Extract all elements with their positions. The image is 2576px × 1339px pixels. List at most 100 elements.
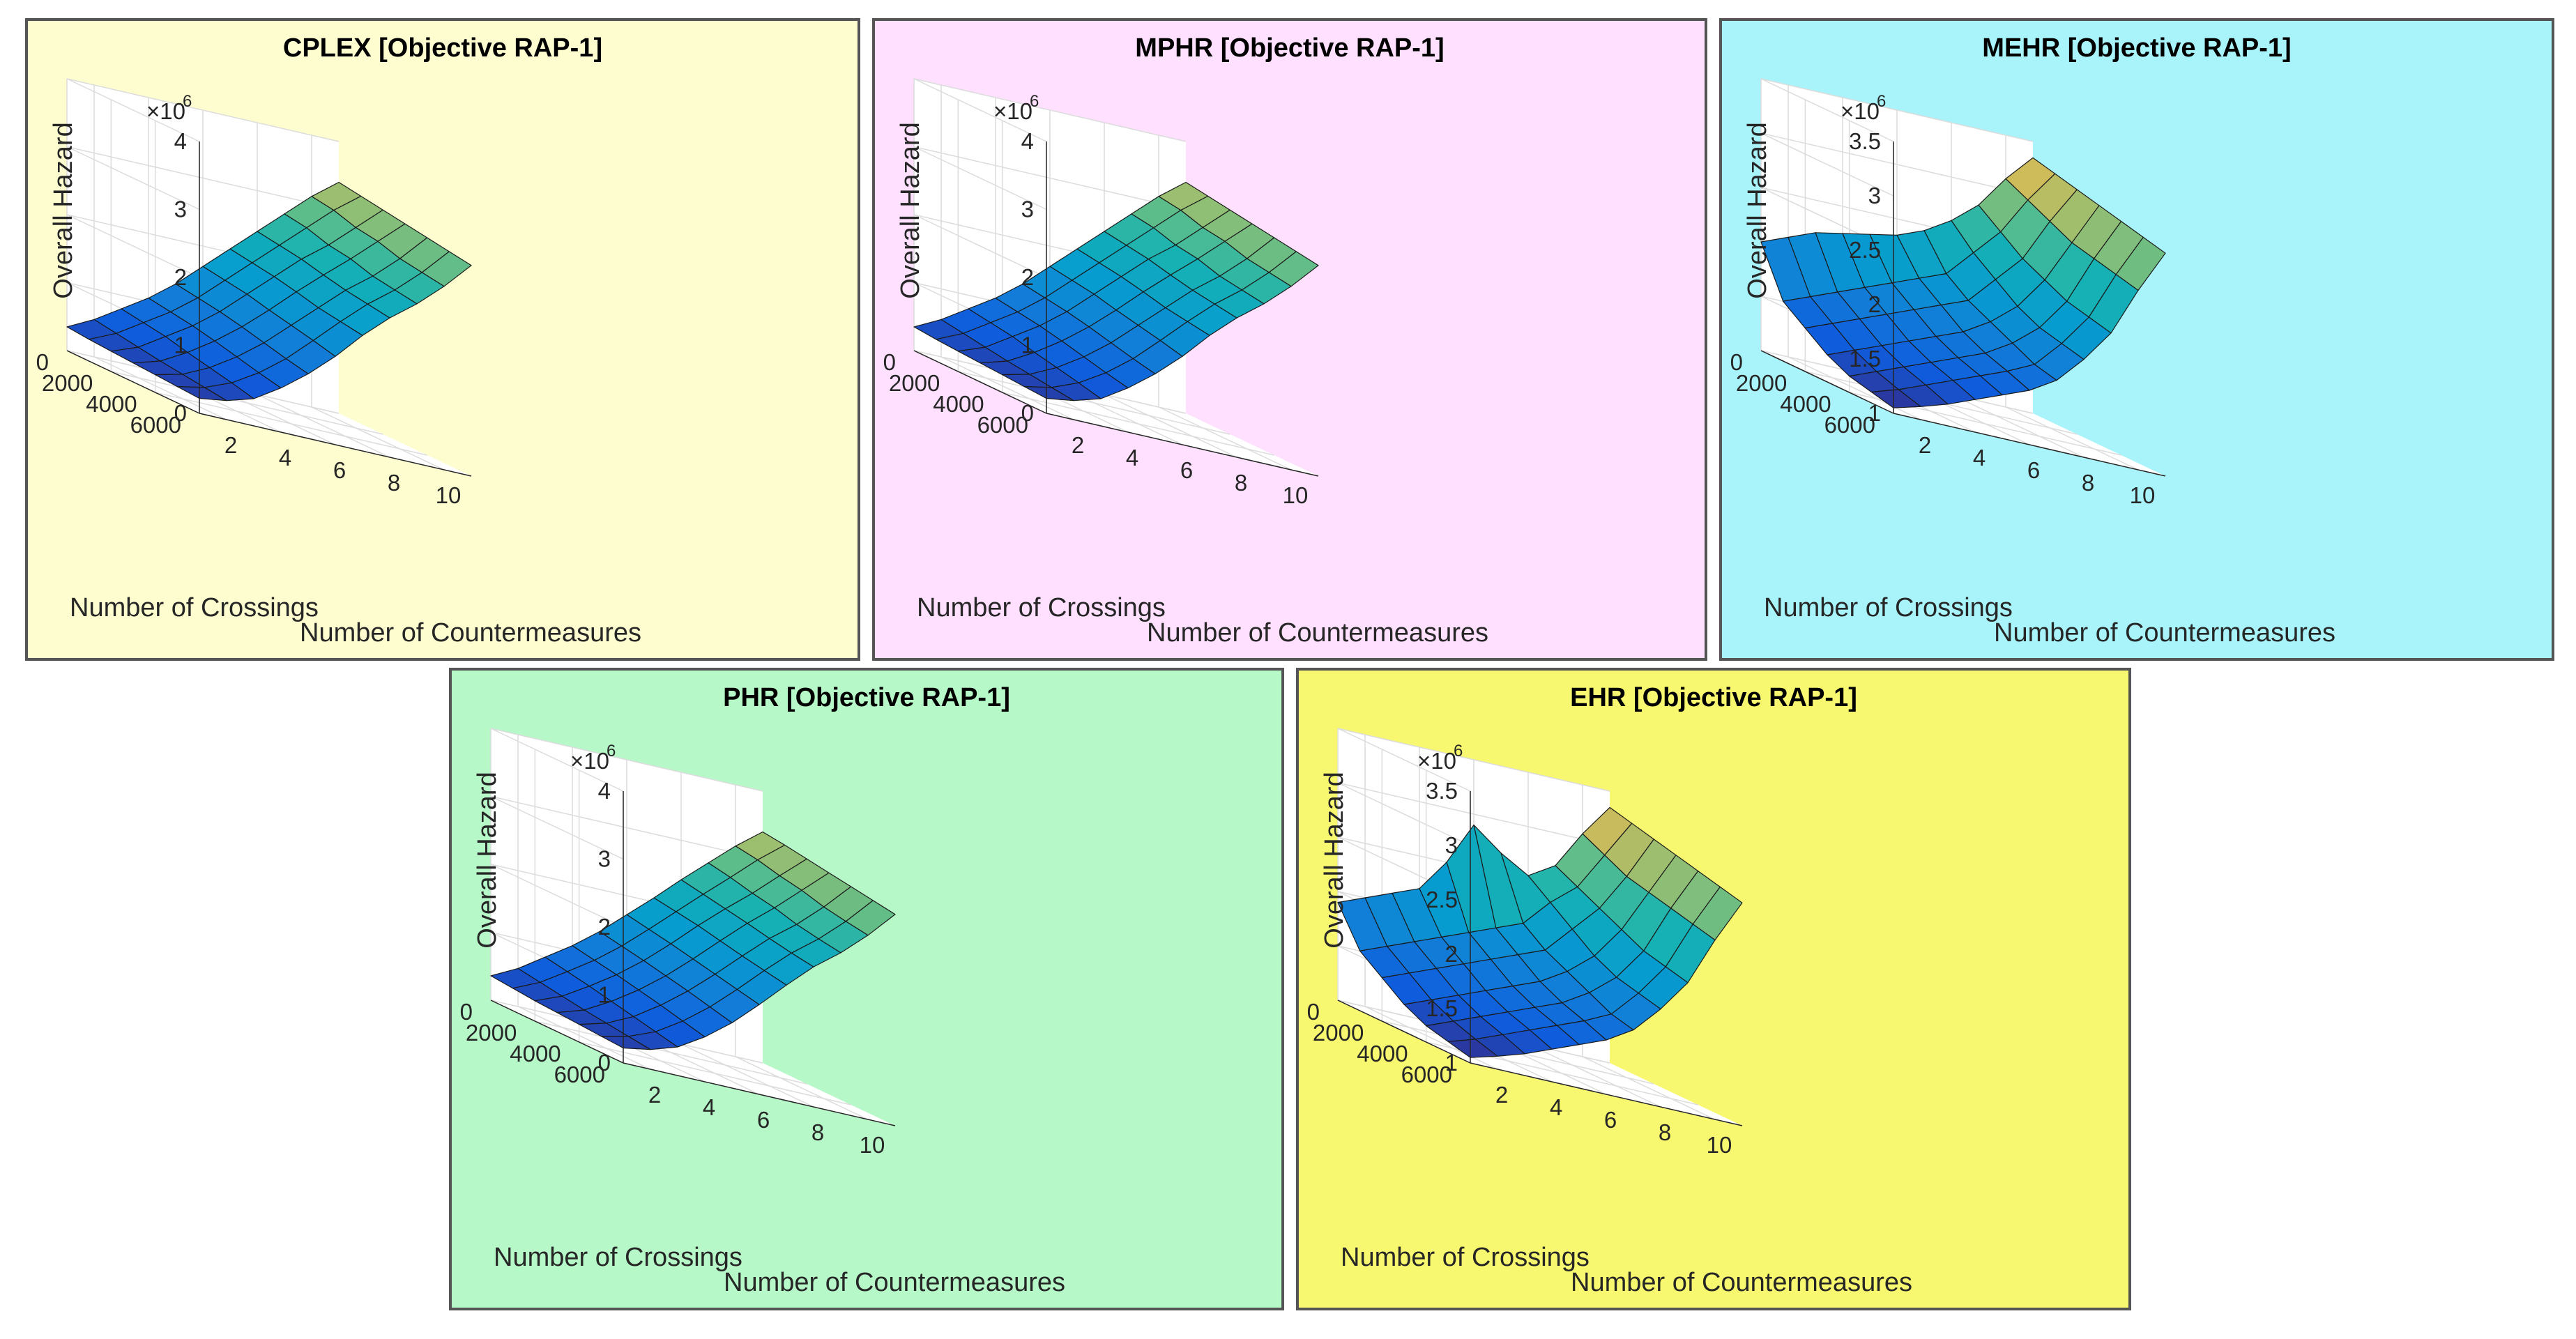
gridline — [311, 406, 445, 470]
z-tick-label: 1 — [1445, 1050, 1458, 1076]
gridline — [1527, 1043, 1661, 1108]
gridline — [93, 356, 227, 420]
chart-title: CPLEX [Objective RAP-1] — [283, 33, 602, 63]
z-exponent-base: ×10 — [1840, 98, 1880, 124]
y-axis-line — [1760, 350, 1894, 414]
x-axis-line — [623, 1062, 896, 1126]
y-tick-label: 0 — [1730, 349, 1743, 375]
x-tick-label: 2 — [1495, 1082, 1508, 1108]
gridline — [155, 392, 427, 456]
z-axis-label: Overall Hazard — [896, 122, 925, 298]
z-tick-label: 3 — [598, 846, 611, 872]
gridline — [1788, 356, 1921, 420]
z-axis-label: Overall Hazard — [49, 122, 78, 298]
x-tick-label: 4 — [279, 445, 291, 470]
gridline — [1337, 728, 1610, 792]
x-tick-label: 6 — [1180, 457, 1193, 483]
y-tick-label: 2000 — [1736, 370, 1787, 396]
y-tick-label: 4000 — [86, 391, 137, 417]
gridline — [1337, 782, 1471, 846]
gridline — [913, 78, 1187, 142]
x-axis-label: Number of Countermeasures — [1571, 1268, 1912, 1297]
chart-title: MEHR [Objective RAP-1] — [1982, 33, 2291, 63]
y-tick-label: 0 — [883, 349, 896, 375]
y-axis-label: Number of Crossings — [917, 593, 1166, 622]
y-tick-label: 2000 — [1313, 1020, 1364, 1046]
z-tick-label: 3 — [1021, 197, 1034, 222]
gridline — [1104, 394, 1237, 458]
gridline — [913, 146, 1187, 211]
x-tick-label: 4 — [1126, 445, 1138, 470]
chart-panel-mehr: 2 4 6 8 10 0 2000 4000 6000 1 1.5 2 2.5 3 3.5 ×10 6 Overa… — [1719, 18, 2554, 661]
y-axis-line — [913, 350, 1047, 414]
y-axis-label: Number of Crossings — [494, 1243, 742, 1272]
gridline — [913, 146, 1047, 211]
gridline — [1760, 132, 1894, 197]
x-tick-label: 8 — [811, 1119, 824, 1145]
y-axis-line — [1337, 1000, 1471, 1064]
x-tick-label: 8 — [1659, 1119, 1671, 1145]
z-tick-label: 2 — [1868, 291, 1881, 317]
z-tick-label: 2 — [174, 264, 187, 290]
z-tick-label: 0 — [598, 1050, 611, 1076]
gridline — [1951, 394, 2085, 458]
gridline — [940, 356, 1074, 420]
surface-patch — [176, 385, 227, 401]
gridline — [490, 728, 624, 792]
z-tick-label: 3 — [1868, 183, 1881, 208]
chart-panel-cplex: 2 4 6 8 10 0 2000 4000 6000 0 1 2 3 4 ×10 6 Overall Haza… — [25, 18, 860, 661]
gridline — [1760, 132, 2034, 197]
y-tick-label: 4000 — [1357, 1041, 1408, 1066]
x-axis-label: Number of Countermeasures — [724, 1268, 1065, 1297]
z-tick-label: 1 — [598, 982, 611, 1008]
z-tick-label: 4 — [598, 778, 611, 804]
gridline — [66, 214, 200, 278]
z-tick-label: 1.5 — [1426, 995, 1458, 1021]
y-tick-label: 0 — [36, 349, 49, 375]
z-exponent-power: 6 — [1030, 92, 1039, 111]
chart-panel-phr: 2 4 6 8 10 0 2000 4000 6000 0 1 2 3 4 ×10 6 Overall Haza… — [449, 668, 1284, 1310]
z-exponent-base: ×10 — [570, 748, 609, 774]
z-exponent-power: 6 — [1877, 92, 1886, 111]
x-tick-label: 10 — [436, 482, 462, 508]
x-axis-label: Number of Countermeasures — [300, 618, 641, 648]
chart-title: EHR [Objective RAP-1] — [1570, 683, 1857, 712]
x-tick-label: 2 — [224, 432, 237, 458]
z-tick-label: 0 — [1021, 400, 1034, 426]
x-tick-label: 8 — [1235, 470, 1247, 496]
surface-patch — [1023, 385, 1074, 401]
gridline — [490, 795, 763, 860]
gridline — [490, 728, 763, 792]
gridline — [1364, 1006, 1498, 1070]
gridline — [1760, 78, 2034, 142]
y-axis-label: Number of Crossings — [70, 593, 319, 622]
z-tick-label: 1 — [1021, 332, 1034, 358]
y-tick-label: 4000 — [510, 1041, 561, 1066]
gridline — [66, 146, 340, 211]
z-exponent-base: ×10 — [146, 98, 185, 124]
z-tick-label: 1 — [174, 332, 187, 358]
y-tick-label: 6000 — [1824, 412, 1875, 438]
gridline — [1002, 392, 1274, 456]
gridline — [66, 78, 340, 142]
x-axis-line — [1470, 1062, 1743, 1126]
z-exponent-power: 6 — [1454, 742, 1463, 760]
gridline — [1582, 1056, 1716, 1120]
gridline — [257, 394, 390, 458]
z-tick-label: 1 — [1868, 400, 1881, 426]
y-tick-label: 4000 — [1780, 391, 1831, 417]
x-tick-label: 2 — [1072, 432, 1084, 458]
chart-panel-mphr: 2 4 6 8 10 0 2000 4000 6000 0 1 2 3 4 ×10 6 Overall Haza… — [872, 18, 1707, 661]
z-tick-label: 2 — [1445, 941, 1458, 967]
chart-panel-ehr: 2 4 6 8 10 0 2000 4000 6000 1 1.5 2 2.5 3 3.5 ×10 6 Overa… — [1296, 668, 2131, 1310]
x-tick-label: 2 — [648, 1082, 661, 1108]
x-axis-line — [1046, 413, 1319, 477]
y-tick-label: 6000 — [1401, 1062, 1452, 1087]
z-tick-label: 4 — [174, 128, 187, 154]
x-tick-label: 4 — [703, 1094, 715, 1120]
y-axis-line — [66, 350, 200, 414]
z-tick-label: 2.5 — [1849, 237, 1881, 263]
